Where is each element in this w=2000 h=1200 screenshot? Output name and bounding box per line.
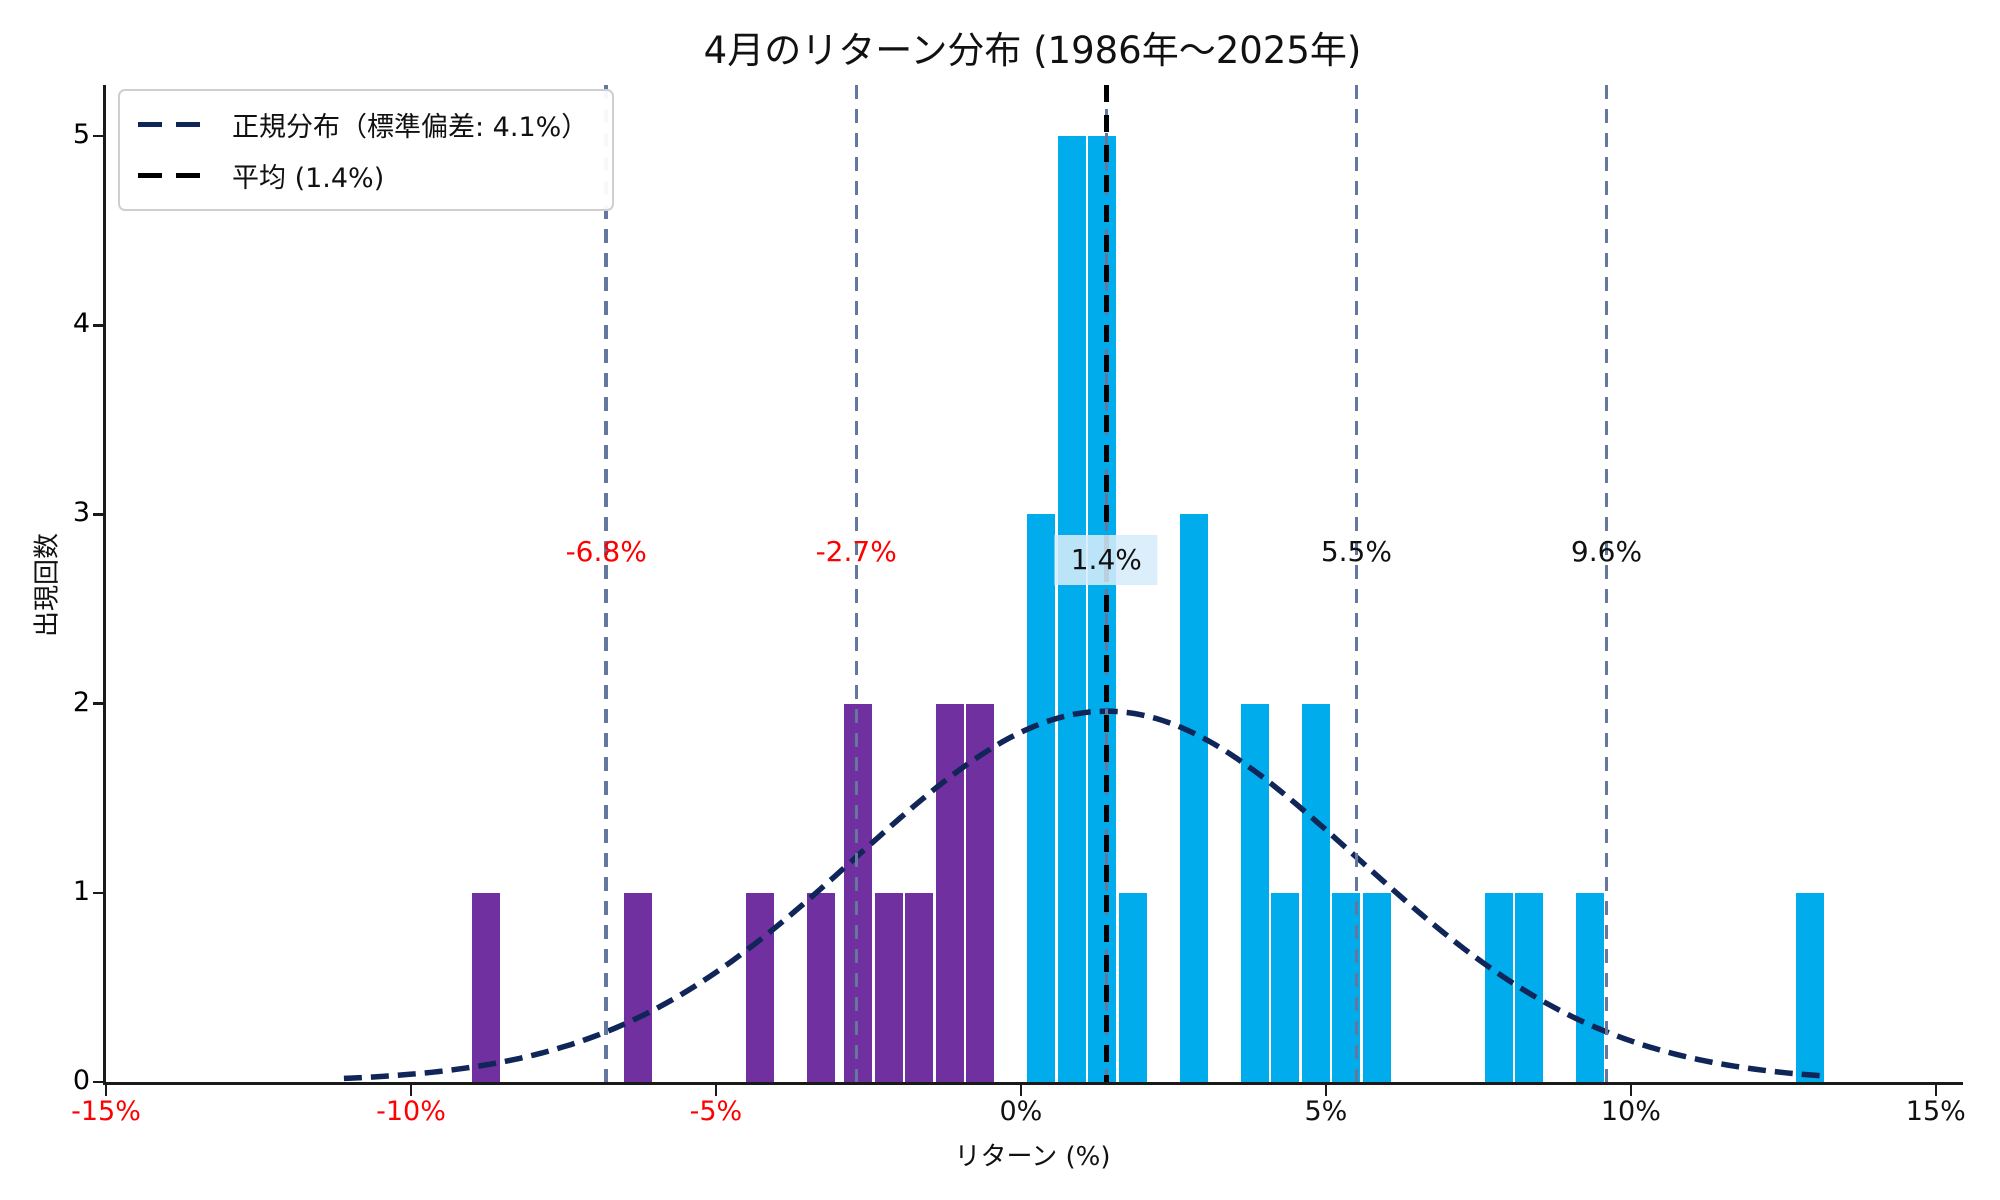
histogram-bar <box>1301 703 1330 1082</box>
x-axis-label: リターン (%) <box>954 1142 1111 1172</box>
y-tick-mark <box>93 702 104 705</box>
y-tick-mark <box>93 891 104 895</box>
y-tick-label: 1 <box>72 875 90 907</box>
sigma-value-label: -6.8% <box>565 535 647 568</box>
x-tick-label: 15% <box>1905 1096 1966 1127</box>
histogram-bar <box>1179 514 1208 1082</box>
histogram-bar <box>1027 514 1056 1082</box>
histogram-bar <box>1484 892 1513 1082</box>
y-tick-label: 0 <box>72 1065 90 1096</box>
x-axis-spine <box>103 1082 1963 1085</box>
x-tick-mark <box>1019 1085 1023 1096</box>
x-tick-mark <box>1629 1085 1633 1096</box>
legend-label-normal: 正規分布（標準偏差: 4.1%） <box>232 112 589 143</box>
sigma-line <box>1604 85 1609 1082</box>
plot-area: -6.8% -2.7% 1.4% 5.5% 9.6% 正規分布（標準偏差: 4.1%） … <box>106 85 1959 1082</box>
normal-curve <box>343 708 1823 1082</box>
histogram-bar <box>1240 703 1269 1082</box>
legend-item-mean: 平均 (1.4%) <box>138 156 588 195</box>
histogram-bar <box>1362 892 1391 1082</box>
histogram-bar <box>1057 136 1086 1082</box>
x-tick-label: 5% <box>1304 1096 1348 1127</box>
y-tick-label: 2 <box>72 686 90 718</box>
histogram-bar <box>746 892 775 1082</box>
histogram-bar <box>1271 892 1300 1082</box>
histogram-bar <box>1576 892 1605 1082</box>
legend: 正規分布（標準偏差: 4.1%） 平均 (1.4%) <box>118 89 615 211</box>
legend-dashed-line-icon <box>138 122 212 127</box>
x-tick-mark <box>1324 1085 1328 1096</box>
histogram-bar <box>1118 892 1147 1082</box>
x-tick-label: 10% <box>1600 1096 1661 1127</box>
sigma-line <box>854 85 858 1082</box>
x-tick-label: -10% <box>376 1096 446 1127</box>
x-tick-mark <box>1934 1085 1938 1096</box>
x-tick-label: -15% <box>71 1096 141 1127</box>
sigma-value-label: 9.6% <box>1570 535 1643 568</box>
x-tick-mark <box>714 1085 718 1096</box>
y-tick-label: 3 <box>72 497 90 529</box>
sigma-value-label: 5.5% <box>1320 535 1392 568</box>
chart-title: 4月のリターン分布 (1986年〜2025年) <box>703 29 1362 72</box>
histogram-bar <box>807 892 836 1082</box>
x-tick-mark <box>409 1085 413 1096</box>
x-tick-label: -5% <box>689 1096 743 1127</box>
y-tick-label: 4 <box>72 308 90 340</box>
legend-dashed-line-icon <box>138 173 212 178</box>
y-tick-mark <box>93 513 104 516</box>
histogram-bar <box>472 892 501 1082</box>
histogram-bar <box>966 703 995 1082</box>
sigma-value-label: 1.4% <box>1054 535 1158 585</box>
y-tick-label: 5 <box>72 119 90 151</box>
y-tick-mark <box>93 134 104 138</box>
y-tick-mark <box>93 1080 104 1084</box>
histogram-bar <box>1515 892 1544 1082</box>
x-tick-mark <box>104 1085 108 1096</box>
y-axis-label: 出現回数 <box>32 532 63 638</box>
sigma-line <box>604 85 608 1082</box>
x-tick-label: 0% <box>999 1096 1043 1127</box>
histogram-bar <box>935 703 964 1082</box>
sigma-line <box>1354 85 1359 1082</box>
histogram-bar <box>624 892 653 1082</box>
histogram-bar <box>874 892 903 1082</box>
y-tick-mark <box>93 324 104 327</box>
histogram-bar <box>844 703 873 1082</box>
sigma-value-label: -2.7% <box>815 535 897 568</box>
legend-label-mean: 平均 (1.4%) <box>232 163 385 194</box>
histogram-bar <box>1795 892 1824 1082</box>
normal-curve-path <box>343 708 1823 1082</box>
histogram-bar <box>1088 136 1117 1082</box>
legend-item-normal: 正規分布（標準偏差: 4.1%） <box>138 105 588 144</box>
y-axis-spine <box>103 85 106 1085</box>
histogram-bar <box>905 892 934 1082</box>
